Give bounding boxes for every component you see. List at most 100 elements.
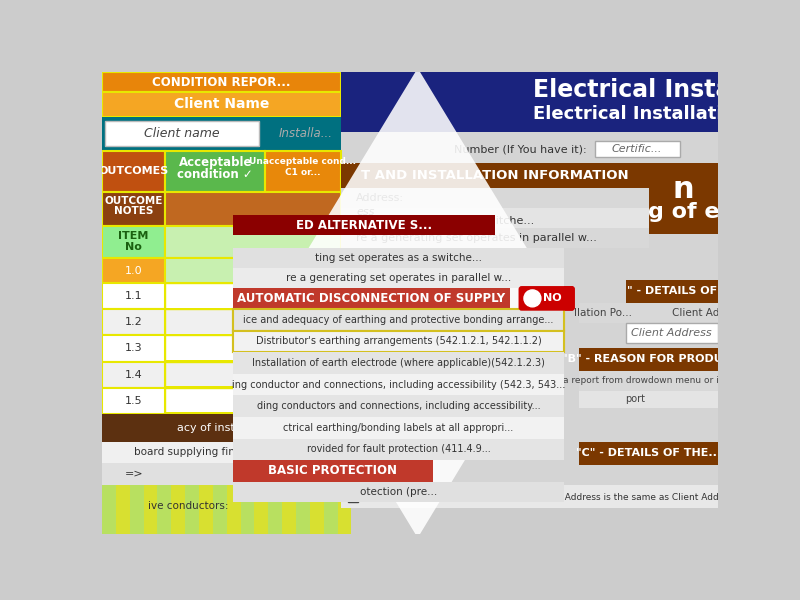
Bar	[233, 352, 564, 374]
Text: Client Name: Client Name	[174, 97, 269, 112]
Text: g of e: g of e	[648, 202, 719, 222]
Text: otection (pre...: otection (pre...	[360, 487, 437, 497]
Bar	[102, 362, 165, 388]
Text: OUTCOME: OUTCOME	[104, 196, 162, 206]
Bar	[199, 485, 213, 534]
Bar	[233, 287, 510, 309]
Bar	[266, 151, 341, 192]
Text: re a generating set operates in parallel w...: re a generating set operates in parallel…	[286, 272, 511, 283]
Bar	[233, 309, 564, 331]
Text: llation Po...: llation Po...	[574, 308, 631, 318]
Text: Distributor's earthing arrangements (542.1.2.1, 542.1.1.2): Distributor's earthing arrangements (542…	[255, 337, 542, 346]
Bar	[158, 485, 171, 534]
Bar	[130, 485, 143, 534]
Bar	[165, 412, 341, 414]
Bar	[233, 439, 564, 460]
Text: 1.2: 1.2	[125, 317, 142, 327]
Text: Number (If You have it):: Number (If You have it):	[454, 144, 587, 154]
Text: ting set operates as a switche...: ting set operates as a switche...	[315, 253, 482, 263]
Bar	[233, 309, 564, 331]
Text: ting set operates as a switche...: ting set operates as a switche...	[315, 253, 482, 263]
Bar	[116, 485, 130, 534]
Text: ive conductors:: ive conductors:	[148, 501, 229, 511]
Bar	[102, 388, 165, 414]
Bar	[165, 309, 341, 335]
Text: ice and adequacy of earthing and protective bonding arrange...: ice and adequacy of earthing and protect…	[243, 315, 554, 325]
Text: re a generating set operates in parallel w...: re a generating set operates in parallel…	[356, 233, 597, 242]
Text: ess: ess	[356, 207, 374, 217]
Bar	[233, 482, 564, 502]
Bar	[102, 485, 116, 534]
Bar	[165, 308, 341, 309]
Circle shape	[524, 290, 541, 307]
Text: 1.3: 1.3	[125, 343, 142, 353]
Text: ice and adequacy of earthing and protective bonding arrange...: ice and adequacy of earthing and protect…	[243, 315, 554, 325]
Text: =>: =>	[125, 469, 144, 479]
Bar	[102, 92, 341, 116]
Text: rovided for fault protection (411.4.9...: rovided for fault protection (411.4.9...	[306, 444, 490, 454]
Bar	[626, 303, 718, 323]
Bar	[626, 280, 718, 303]
Bar	[102, 283, 165, 309]
Bar	[233, 352, 564, 374]
Bar	[102, 192, 165, 226]
Bar	[233, 395, 564, 417]
Bar	[324, 485, 338, 534]
Text: BASIC PROTECTION: BASIC PROTECTION	[269, 464, 398, 478]
Polygon shape	[275, 68, 560, 538]
Text: port: port	[626, 394, 646, 404]
Bar	[579, 371, 718, 391]
Text: tch to "Yes" if Installation Address is the same as Client Address =>: tch to "Yes" if Installation Address is …	[449, 493, 756, 502]
Text: OUTCOMES: OUTCOMES	[98, 166, 169, 176]
Bar	[310, 485, 324, 534]
Text: T AND INSTALLATION INFORMATION: T AND INSTALLATION INFORMATION	[361, 169, 629, 182]
Bar	[579, 347, 718, 371]
Bar	[341, 208, 649, 227]
Text: board supplying final circuit (Ze):: board supplying final circuit (Ze):	[134, 448, 309, 457]
Bar	[165, 283, 341, 309]
Bar	[102, 309, 165, 335]
Text: condition ✓: condition ✓	[178, 168, 253, 181]
Bar	[579, 391, 718, 408]
Text: Client Address: Client Address	[631, 328, 712, 338]
Bar	[268, 485, 282, 534]
FancyBboxPatch shape	[518, 286, 574, 311]
Bar	[233, 248, 564, 268]
Bar	[233, 417, 564, 439]
Bar	[105, 121, 259, 146]
Text: No: No	[125, 242, 142, 252]
Text: 1.0: 1.0	[125, 266, 142, 275]
Bar	[171, 485, 185, 534]
Text: Installation of earth electrode (where applicable)(542.1.2.3): Installation of earth electrode (where a…	[252, 358, 545, 368]
Text: CONDITION REPOR...: CONDITION REPOR...	[152, 76, 290, 89]
Bar	[233, 309, 564, 331]
Text: n: n	[673, 175, 694, 203]
Text: ting set operates as a switche...: ting set operates as a switche...	[356, 217, 534, 226]
Bar	[102, 442, 341, 463]
Text: Certific...: Certific...	[612, 144, 662, 154]
Bar	[233, 248, 564, 268]
Text: NO: NO	[543, 293, 562, 304]
Bar	[341, 485, 718, 508]
Bar	[165, 334, 341, 335]
Bar	[626, 323, 718, 343]
Bar	[233, 439, 564, 460]
Bar	[341, 72, 718, 132]
Bar	[233, 268, 564, 287]
Text: "B" - REASON FOR PRODU...: "B" - REASON FOR PRODU...	[562, 354, 735, 364]
Bar	[165, 362, 341, 388]
Bar	[233, 460, 433, 482]
Text: 1.1: 1.1	[125, 291, 142, 301]
Bar	[233, 215, 494, 235]
Bar	[102, 226, 165, 259]
Bar	[282, 485, 296, 534]
Text: re a generating set operates in parallel w...: re a generating set operates in parallel…	[286, 272, 511, 283]
Bar	[102, 463, 341, 485]
Bar	[233, 417, 564, 439]
Text: ctrical earthing/bonding labels at all appropri...: ctrical earthing/bonding labels at all a…	[283, 423, 514, 433]
Text: 1.4: 1.4	[125, 370, 142, 380]
Bar	[341, 163, 649, 187]
Bar	[233, 395, 564, 417]
Bar	[341, 227, 649, 248]
Bar	[594, 140, 679, 157]
